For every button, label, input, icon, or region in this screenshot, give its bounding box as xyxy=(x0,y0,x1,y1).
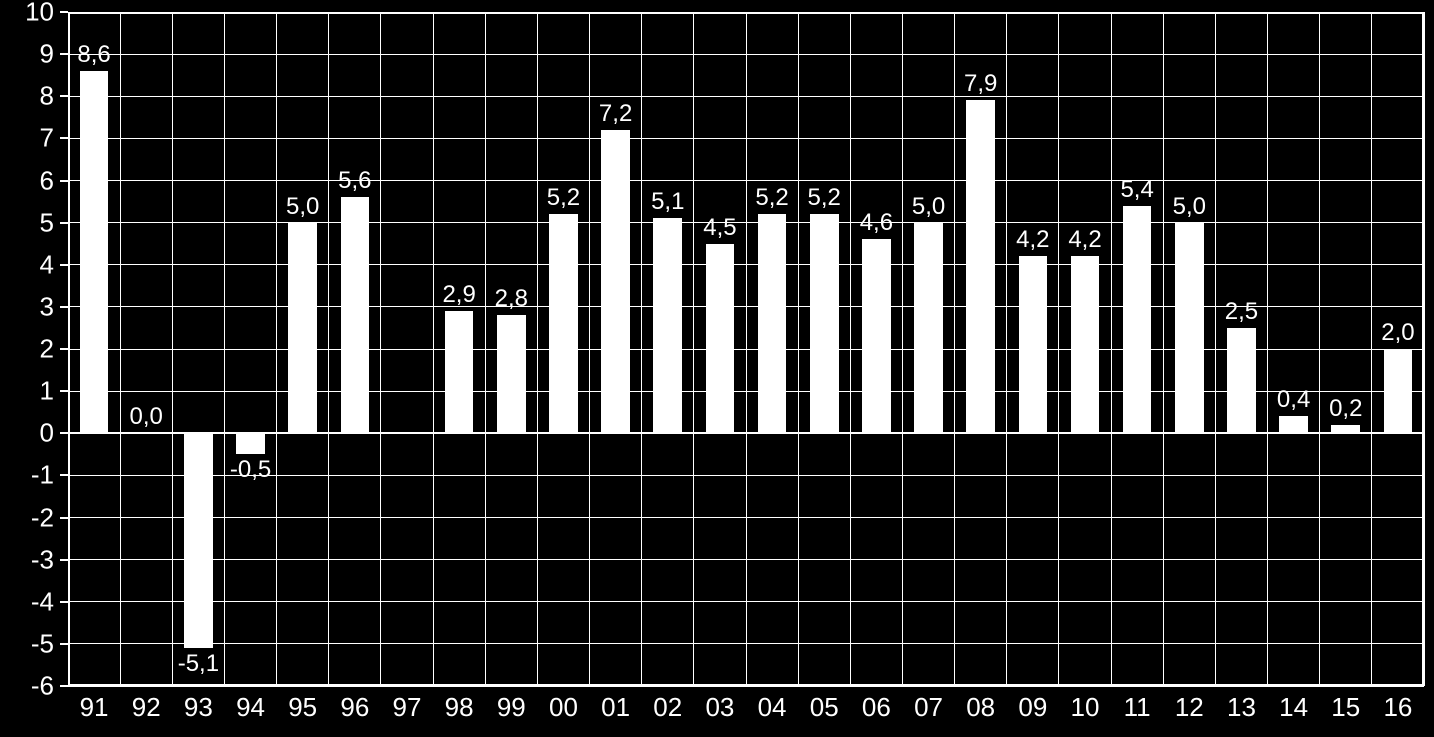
bar-value-label: 4,2 xyxy=(1068,226,1101,254)
x-axis-tick-label: 98 xyxy=(445,692,474,723)
bar xyxy=(184,433,213,648)
x-axis-tick-label: 91 xyxy=(80,692,109,723)
bar xyxy=(1331,425,1360,433)
x-axis-tick-label: 97 xyxy=(393,692,422,723)
bar xyxy=(758,214,787,433)
y-axis-tick-label: 5 xyxy=(40,207,54,238)
bar-value-label: 4,6 xyxy=(860,209,893,237)
bar xyxy=(914,223,943,434)
x-axis-tick-label: 11 xyxy=(1124,692,1151,723)
bar-value-label: 7,2 xyxy=(599,100,632,128)
bar-value-label: -5,1 xyxy=(178,650,219,678)
y-axis-tick-label: 1 xyxy=(40,376,54,407)
bar xyxy=(601,130,630,433)
bar-value-label: 7,9 xyxy=(964,70,997,98)
bar xyxy=(1175,223,1204,434)
bar xyxy=(80,71,109,433)
bar xyxy=(445,311,474,433)
bar xyxy=(862,239,891,433)
bar-value-label: 5,2 xyxy=(755,184,788,212)
bar-value-label: 0,0 xyxy=(130,403,163,431)
bar-value-label: 5,0 xyxy=(1173,193,1206,221)
bar xyxy=(1123,206,1152,433)
bar xyxy=(653,218,682,433)
x-axis-tick-label: 92 xyxy=(132,692,161,723)
y-axis-tick-label: 0 xyxy=(40,418,54,449)
bar xyxy=(966,100,995,433)
bar-value-label: 4,5 xyxy=(703,214,736,242)
y-axis-tick-label: 4 xyxy=(40,249,54,280)
bar-value-label: 4,2 xyxy=(1016,226,1049,254)
bar-value-label: 0,2 xyxy=(1329,395,1362,423)
x-axis-tick-label: 12 xyxy=(1175,692,1204,723)
x-axis-tick-label: 01 xyxy=(601,692,630,723)
bar-value-label: 5,6 xyxy=(338,167,371,195)
x-axis-tick-label: 16 xyxy=(1383,692,1412,723)
y-axis-tick-label: 7 xyxy=(40,123,54,154)
x-axis-tick-label: 07 xyxy=(914,692,943,723)
x-axis-tick-label: 10 xyxy=(1071,692,1100,723)
bar-value-label: 2,8 xyxy=(495,285,528,313)
x-axis-tick-label: 09 xyxy=(1018,692,1047,723)
x-axis-tick-label: 99 xyxy=(497,692,526,723)
bar-chart: -6-5-4-3-2-1012345678910918,6920,093-5,1… xyxy=(0,0,1434,737)
x-axis-tick-label: 95 xyxy=(288,692,317,723)
y-axis-tick-label: -6 xyxy=(31,671,54,702)
x-axis-tick-label: 15 xyxy=(1331,692,1360,723)
bar xyxy=(810,214,839,433)
bar-value-label: 5,0 xyxy=(286,193,319,221)
x-axis-tick-label: 04 xyxy=(758,692,787,723)
x-axis-tick-label: 08 xyxy=(966,692,995,723)
y-axis-tick-label: -5 xyxy=(31,628,54,659)
bar-value-label: 5,2 xyxy=(547,184,580,212)
bar-value-label: 5,1 xyxy=(651,188,684,216)
y-axis-tick-label: 2 xyxy=(40,334,54,365)
bar xyxy=(1019,256,1048,433)
bar xyxy=(706,244,735,434)
bar-value-label: -0,5 xyxy=(230,456,271,484)
y-axis-tick-label: -3 xyxy=(31,544,54,575)
bar-value-label: 0,4 xyxy=(1277,386,1310,414)
bar-value-label: 5,2 xyxy=(808,184,841,212)
x-axis-tick-label: 05 xyxy=(810,692,839,723)
bar-value-label: 8,6 xyxy=(77,41,110,69)
bar-value-label: 2,9 xyxy=(442,281,475,309)
x-axis-tick-label: 93 xyxy=(184,692,213,723)
bar xyxy=(1384,349,1413,433)
y-axis-tick-label: 9 xyxy=(40,39,54,70)
bar xyxy=(236,433,265,454)
bar-value-label: 2,0 xyxy=(1381,319,1414,347)
bar-value-label: 5,0 xyxy=(912,193,945,221)
bar xyxy=(1227,328,1256,433)
bar-value-label: 2,5 xyxy=(1225,298,1258,326)
x-axis-tick-label: 14 xyxy=(1279,692,1308,723)
y-axis-tick-label: -4 xyxy=(31,586,54,617)
bar xyxy=(1279,416,1308,433)
plot-border xyxy=(68,12,1424,686)
x-axis-tick-label: 13 xyxy=(1227,692,1256,723)
x-axis-tick-label: 02 xyxy=(653,692,682,723)
x-axis-tick-label: 94 xyxy=(236,692,265,723)
x-axis-tick-label: 00 xyxy=(549,692,578,723)
y-axis-tick-label: 3 xyxy=(40,291,54,322)
x-axis-tick-label: 03 xyxy=(705,692,734,723)
y-axis-tick-label: -1 xyxy=(31,460,54,491)
bar xyxy=(549,214,578,433)
y-axis-tick-label: 6 xyxy=(40,165,54,196)
bar-value-label: 5,4 xyxy=(1120,176,1153,204)
zero-baseline xyxy=(68,432,1424,434)
y-axis-tick-label: 10 xyxy=(25,0,54,28)
x-axis-tick-label: 96 xyxy=(340,692,369,723)
bar xyxy=(288,223,317,434)
y-axis-tick-label: -2 xyxy=(31,502,54,533)
y-axis-tick-label: 8 xyxy=(40,81,54,112)
bar xyxy=(497,315,526,433)
plot-area: -6-5-4-3-2-1012345678910918,6920,093-5,1… xyxy=(68,12,1424,686)
x-axis-tick-label: 06 xyxy=(862,692,891,723)
bar xyxy=(1071,256,1100,433)
bar xyxy=(341,197,370,433)
